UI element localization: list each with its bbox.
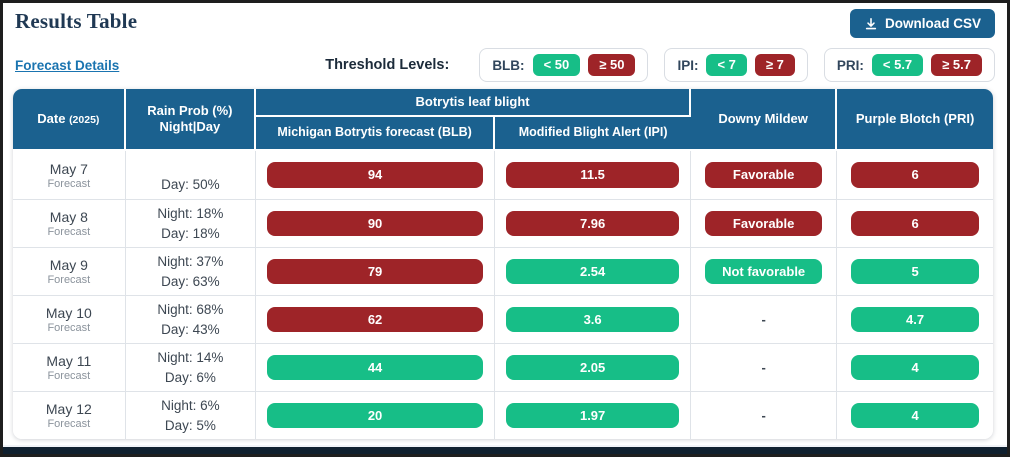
downy-value-pill: - (761, 407, 766, 423)
forecast-tag: Forecast (47, 274, 91, 286)
threshold-group-ipi: IPI: < 7 ≥ 7 (664, 47, 808, 83)
date-label: May 9 (49, 257, 88, 273)
table-row-may-7: May 7 Forecast Day: 50% 94 11.5 Favorabl… (13, 151, 993, 199)
forecast-tag: Forecast (47, 226, 91, 238)
rain-day: Day: 5% (164, 417, 216, 433)
blb-value-pill: 90 (267, 210, 484, 237)
rain-night (126, 155, 255, 175)
date-label: May 10 (45, 305, 92, 321)
pri-value-pill: 6 (851, 210, 979, 237)
rain-night: Night: 68% (157, 301, 224, 317)
ipi-value-pill: 2.54 (506, 258, 680, 285)
threshold-group-blb: BLB: < 50 ≥ 50 (479, 47, 649, 83)
forecast-details-link[interactable]: Forecast Details (15, 57, 120, 73)
pri-value-pill: 5 (851, 258, 979, 285)
pri-value-pill: 4 (851, 354, 979, 381)
threshold-name-ipi: IPI: (677, 57, 699, 73)
blb-value-pill: 94 (267, 162, 484, 188)
pri-value-pill: 4.7 (851, 306, 979, 333)
rain-day: Day: 6% (164, 369, 216, 385)
threshold-group-pri: PRI: < 5.7 ≥ 5.7 (823, 47, 995, 83)
threshold-badge-blb-low: < 50 (532, 53, 581, 77)
threshold-levels-label: Threshold Levels: (325, 57, 450, 73)
date-label: May 11 (46, 353, 92, 369)
download-icon (864, 17, 878, 31)
threshold-badge-pri-high: ≥ 5.7 (931, 53, 982, 77)
ipi-value-pill: 1.97 (506, 402, 680, 429)
rain-night: Night: 14% (157, 349, 224, 365)
table-row-may-12: May 12 Forecast Night: 6% Day: 5% 20 1.9… (13, 391, 993, 439)
page-title: Results Table (15, 9, 138, 33)
downy-value-pill: Not favorable (705, 258, 823, 285)
col-header-blb: Michigan Botrytis forecast (BLB) (256, 117, 496, 151)
date-label: May 7 (49, 160, 88, 177)
downy-value-pill: Favorable (705, 210, 823, 237)
threshold-badge-blb-high: ≥ 50 (588, 53, 636, 77)
col-header-downy-mildew: Downy Mildew (691, 89, 838, 151)
threshold-badge-ipi-high: ≥ 7 (754, 53, 795, 77)
threshold-badge-ipi-low: < 7 (706, 53, 747, 77)
threshold-name-pri: PRI: (836, 57, 864, 73)
blb-value-pill: 20 (267, 402, 484, 429)
col-header-purple-blotch: Purple Blotch (PRI) (837, 89, 993, 151)
results-table-card: Date (2025) Rain Prob (%) Night|Day Botr… (13, 89, 993, 439)
col-header-rain: Rain Prob (%) Night|Day (125, 89, 257, 151)
table-header: Date (2025) Rain Prob (%) Night|Day Botr… (13, 89, 993, 151)
rain-night: Night: 6% (161, 397, 220, 413)
pri-value-pill: 6 (851, 162, 979, 188)
ipi-value-pill: 7.96 (506, 210, 680, 237)
ipi-value-pill: 2.05 (506, 354, 680, 381)
date-header-label: Date (37, 110, 66, 126)
table-body: May 7 Forecast Day: 50% 94 11.5 Favorabl… (13, 151, 993, 439)
date-year-label: (2025) (69, 113, 100, 126)
rain-night: Night: 18% (157, 205, 224, 221)
threshold-levels: Threshold Levels: BLB: < 50 ≥ 50 IPI: < … (325, 47, 995, 83)
rain-night: Night: 37% (157, 253, 224, 269)
col-header-botrytis-group: Botrytis leaf blight (256, 89, 692, 117)
rain-day: Day: 50% (161, 177, 220, 192)
blb-value-pill: 79 (267, 258, 484, 285)
rain-day: Day: 63% (161, 273, 220, 289)
forecast-tag: Forecast (47, 177, 91, 190)
ipi-value-pill: 11.5 (506, 162, 680, 188)
download-csv-label: Download CSV (884, 16, 981, 31)
pri-value-pill: 4 (851, 402, 979, 429)
controls-row: Forecast Details Threshold Levels: BLB: … (3, 45, 1007, 89)
bottom-dark-bar (3, 447, 1007, 454)
blb-value-pill: 44 (267, 354, 484, 381)
downy-value-pill: - (761, 311, 766, 327)
table-row-may-8: May 8 Forecast Night: 18% Day: 18% 90 7.… (13, 199, 993, 247)
rain-day: Day: 43% (161, 321, 220, 337)
downy-value-pill: Favorable (705, 162, 823, 188)
forecast-tag: Forecast (47, 418, 91, 430)
blb-value-pill: 62 (267, 306, 484, 333)
threshold-name-blb: BLB: (492, 57, 525, 73)
threshold-badge-pri-low: < 5.7 (871, 53, 924, 77)
forecast-tag: Forecast (47, 322, 91, 334)
ipi-value-pill: 3.6 (506, 306, 680, 333)
table-row-may-9: May 9 Forecast Night: 37% Day: 63% 79 2.… (13, 247, 993, 295)
table-row-may-10: May 10 Forecast Night: 68% Day: 43% 62 3… (13, 295, 993, 343)
results-table: Date (2025) Rain Prob (%) Night|Day Botr… (13, 89, 993, 439)
col-header-ipi: Modified Blight Alert (IPI) (495, 117, 692, 151)
download-csv-button[interactable]: Download CSV (849, 9, 995, 38)
top-bar: Results Table Download CSV (3, 3, 1007, 45)
rain-day: Day: 18% (161, 225, 220, 241)
page-background-strip (3, 445, 1007, 447)
rain-header-line2: Night|Day (159, 119, 221, 134)
panel-content: Results Table Download CSV Forecast Deta… (3, 3, 1007, 445)
table-row-may-11: May 11 Forecast Night: 14% Day: 6% 44 2.… (13, 343, 993, 391)
col-header-date: Date (2025) (13, 89, 126, 151)
downy-value-pill: - (761, 359, 766, 375)
rain-header-line1: Rain Prob (%) (147, 102, 233, 118)
date-label: May 8 (49, 209, 88, 225)
forecast-tag: Forecast (47, 370, 91, 382)
date-label: May 12 (45, 401, 92, 417)
